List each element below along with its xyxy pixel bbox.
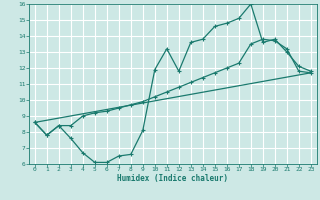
X-axis label: Humidex (Indice chaleur): Humidex (Indice chaleur) bbox=[117, 174, 228, 183]
